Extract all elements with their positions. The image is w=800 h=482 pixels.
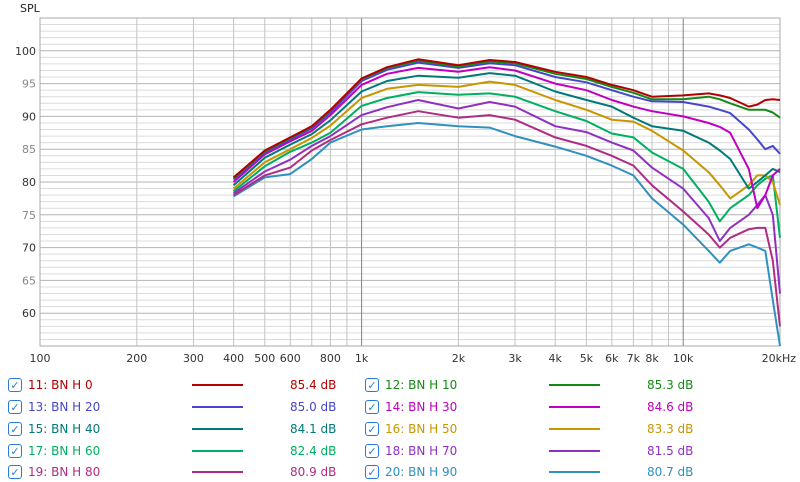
series-line-11-bn-h-0 [232, 58, 781, 179]
series-visibility-checkbox[interactable]: ✓ [365, 378, 379, 392]
legend-value: 81.5 dB [647, 444, 694, 458]
legend-label: 19: BN H 80 [28, 465, 101, 479]
legend-label: 15: BN H 40 [28, 422, 101, 436]
x-tick-label: 500 [254, 352, 275, 365]
legend-item: ✓ 18: BN H 70 81.5 dB [0, 442, 800, 460]
series-visibility-checkbox[interactable]: ✓ [365, 444, 379, 458]
y-tick-label: 80 [22, 176, 36, 189]
legend-swatch [549, 428, 600, 430]
legend-value: 84.1 dB [290, 422, 337, 436]
x-tick-label: 4k [549, 352, 563, 365]
legend-item: ✓ 16: BN H 50 83.3 dB [0, 420, 800, 438]
x-tick-label: 600 [280, 352, 301, 365]
y-tick-label: 65 [22, 274, 36, 287]
x-tick-label: 10k [673, 352, 694, 365]
x-tick-label: 1k [355, 352, 369, 365]
legend-item: ✓ 20: BN H 90 80.7 dB [0, 463, 800, 481]
legend-swatch [549, 471, 600, 473]
series-visibility-checkbox[interactable]: ✓ [8, 400, 22, 414]
legend-label: 13: BN H 20 [28, 400, 101, 414]
series-visibility-checkbox[interactable]: ✓ [8, 378, 22, 392]
legend-value: 82.4 dB [290, 444, 337, 458]
legend-label: 14: BN H 30 [385, 400, 458, 414]
series-line-18-bn-h-70 [233, 99, 781, 294]
series-line-16-bn-h-50 [232, 80, 781, 206]
y-tick-label: 85 [22, 143, 36, 156]
y-tick-label: 75 [22, 209, 36, 222]
x-tick-label: 5k [580, 352, 594, 365]
legend-value: 85.4 dB [290, 378, 337, 392]
y-tick-label: 60 [22, 307, 36, 320]
x-tick-label: 300 [183, 352, 204, 365]
series-visibility-checkbox[interactable]: ✓ [8, 465, 22, 479]
x-tick-label: 8k [645, 352, 659, 365]
series-line-13-bn-h-20 [232, 61, 781, 181]
series-line-17-bn-h-60 [232, 91, 781, 238]
y-tick-label: 95 [22, 78, 36, 91]
legend-item: ✓ 14: BN H 30 84.6 dB [0, 398, 800, 416]
legend-value: 80.9 dB [290, 465, 337, 479]
legend-item: ✓ 11: BN H 0 85.4 dB [0, 376, 800, 394]
legend-swatch [549, 406, 600, 408]
plot-border [39, 17, 781, 347]
legend-swatch [192, 406, 243, 408]
series-visibility-checkbox[interactable]: ✓ [365, 422, 379, 436]
series-line-15-bn-h-40 [232, 72, 781, 190]
legend-value: 84.6 dB [647, 400, 694, 414]
x-tick-label: 400 [223, 352, 244, 365]
legend-swatch [192, 450, 243, 452]
legend-value: 83.3 dB [647, 422, 694, 436]
y-tick-label: 100 [15, 45, 36, 58]
legend-swatch [549, 450, 600, 452]
legend-swatch [549, 384, 600, 386]
x-tick-label: 7k [627, 352, 641, 365]
x-tick-label: 6k [605, 352, 619, 365]
x-tick-label: 20kHz [762, 352, 797, 365]
legend-value: 85.0 dB [290, 400, 337, 414]
series-line-19-bn-h-80 [233, 110, 781, 327]
legend-label: 18: BN H 70 [385, 444, 458, 458]
y-axis-title: SPL [20, 2, 41, 15]
legend-swatch [192, 471, 243, 473]
x-tick-label: 100 [30, 352, 51, 365]
legend-swatch [192, 384, 243, 386]
series-visibility-checkbox[interactable]: ✓ [365, 400, 379, 414]
plot-area: SPL 100 95 90 85 80 75 70 65 60 100 200 300 400 500 600… [15, 2, 797, 365]
x-tick-label: 2k [452, 352, 466, 365]
legend-item: ✓ 13: BN H 20 85.0 dB [0, 398, 800, 416]
legend-swatch [192, 428, 243, 430]
legend-label: 20: BN H 90 [385, 465, 458, 479]
y-tick-label: 70 [22, 242, 36, 255]
legend-label: 17: BN H 60 [28, 444, 101, 458]
legend-value: 85.3 dB [647, 378, 694, 392]
series-line-14-bn-h-30 [232, 66, 781, 210]
legend-item: ✓ 15: BN H 40 84.1 dB [0, 420, 800, 438]
x-tick-label: 800 [320, 352, 341, 365]
legend-item: ✓ 17: BN H 60 82.4 dB [0, 442, 800, 460]
legend-label: 11: BN H 0 [28, 378, 93, 392]
series-visibility-checkbox[interactable]: ✓ [8, 422, 22, 436]
legend-value: 80.7 dB [647, 465, 694, 479]
legend-label: 16: BN H 50 [385, 422, 458, 436]
series-line-20-bn-h-90 [233, 122, 781, 347]
legend-label: 12: BN H 10 [385, 378, 458, 392]
x-tick-label: 3k [508, 352, 522, 365]
series-visibility-checkbox[interactable]: ✓ [365, 465, 379, 479]
series-visibility-checkbox[interactable]: ✓ [8, 444, 22, 458]
x-tick-label: 200 [126, 352, 147, 365]
legend-item: ✓ 12: BN H 10 85.3 dB [0, 376, 800, 394]
y-tick-label: 90 [22, 110, 36, 123]
legend-item: ✓ 19: BN H 80 80.9 dB [0, 463, 800, 481]
